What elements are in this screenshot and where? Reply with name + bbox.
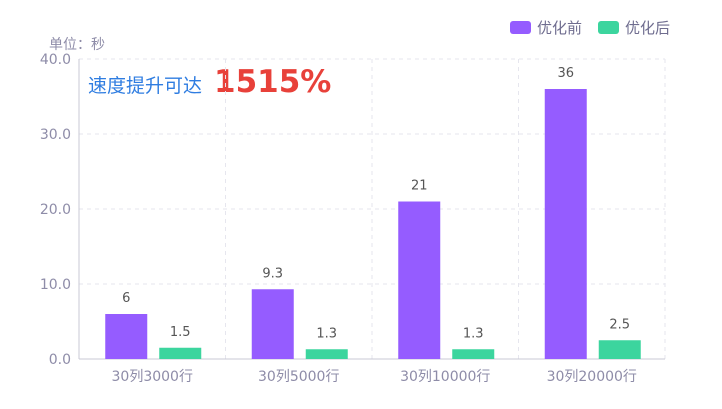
- bar-before: [544, 89, 587, 359]
- y-tick-label: 10.0: [40, 277, 71, 293]
- y-tick-label: 20.0: [40, 202, 71, 218]
- legend: 优化前 优化后: [509, 17, 670, 38]
- legend-swatch-after[interactable]: [597, 21, 619, 34]
- y-tick-label: 0.0: [49, 352, 71, 368]
- data-label: 1.3: [316, 326, 337, 341]
- y-tick-label: 40.0: [40, 52, 71, 68]
- x-tick-label: 30列5000行: [258, 369, 339, 385]
- legend-label-after[interactable]: 优化后: [624, 19, 670, 37]
- bar-before: [398, 201, 441, 359]
- data-label: 1.3: [463, 326, 484, 341]
- speedup-annotation: 速度提升可达 1515%: [88, 64, 331, 100]
- legend-swatch-before[interactable]: [509, 21, 531, 34]
- bar-after: [598, 340, 641, 359]
- x-tick-label: 30列20000行: [547, 369, 637, 385]
- data-label: 1.5: [170, 325, 191, 340]
- data-label: 2.5: [609, 317, 630, 332]
- bar-before: [105, 314, 148, 359]
- bar-after: [305, 349, 348, 359]
- data-label: 9.3: [262, 266, 283, 281]
- legend-label-before[interactable]: 优化前: [536, 19, 582, 37]
- bar-after: [452, 349, 495, 359]
- x-tick-label: 30列3000行: [112, 369, 193, 385]
- bar-after: [159, 347, 202, 359]
- data-label: 6: [122, 291, 130, 306]
- speedup-text: 速度提升可达: [88, 75, 203, 97]
- data-label: 21: [411, 179, 428, 194]
- x-tick-label: 30列10000行: [400, 369, 490, 385]
- speedup-value: 1515%: [214, 64, 332, 100]
- bar-before: [251, 289, 294, 359]
- data-label: 36: [557, 66, 574, 81]
- y-tick-label: 30.0: [40, 127, 71, 143]
- y-unit-label: 单位：秒: [49, 37, 105, 53]
